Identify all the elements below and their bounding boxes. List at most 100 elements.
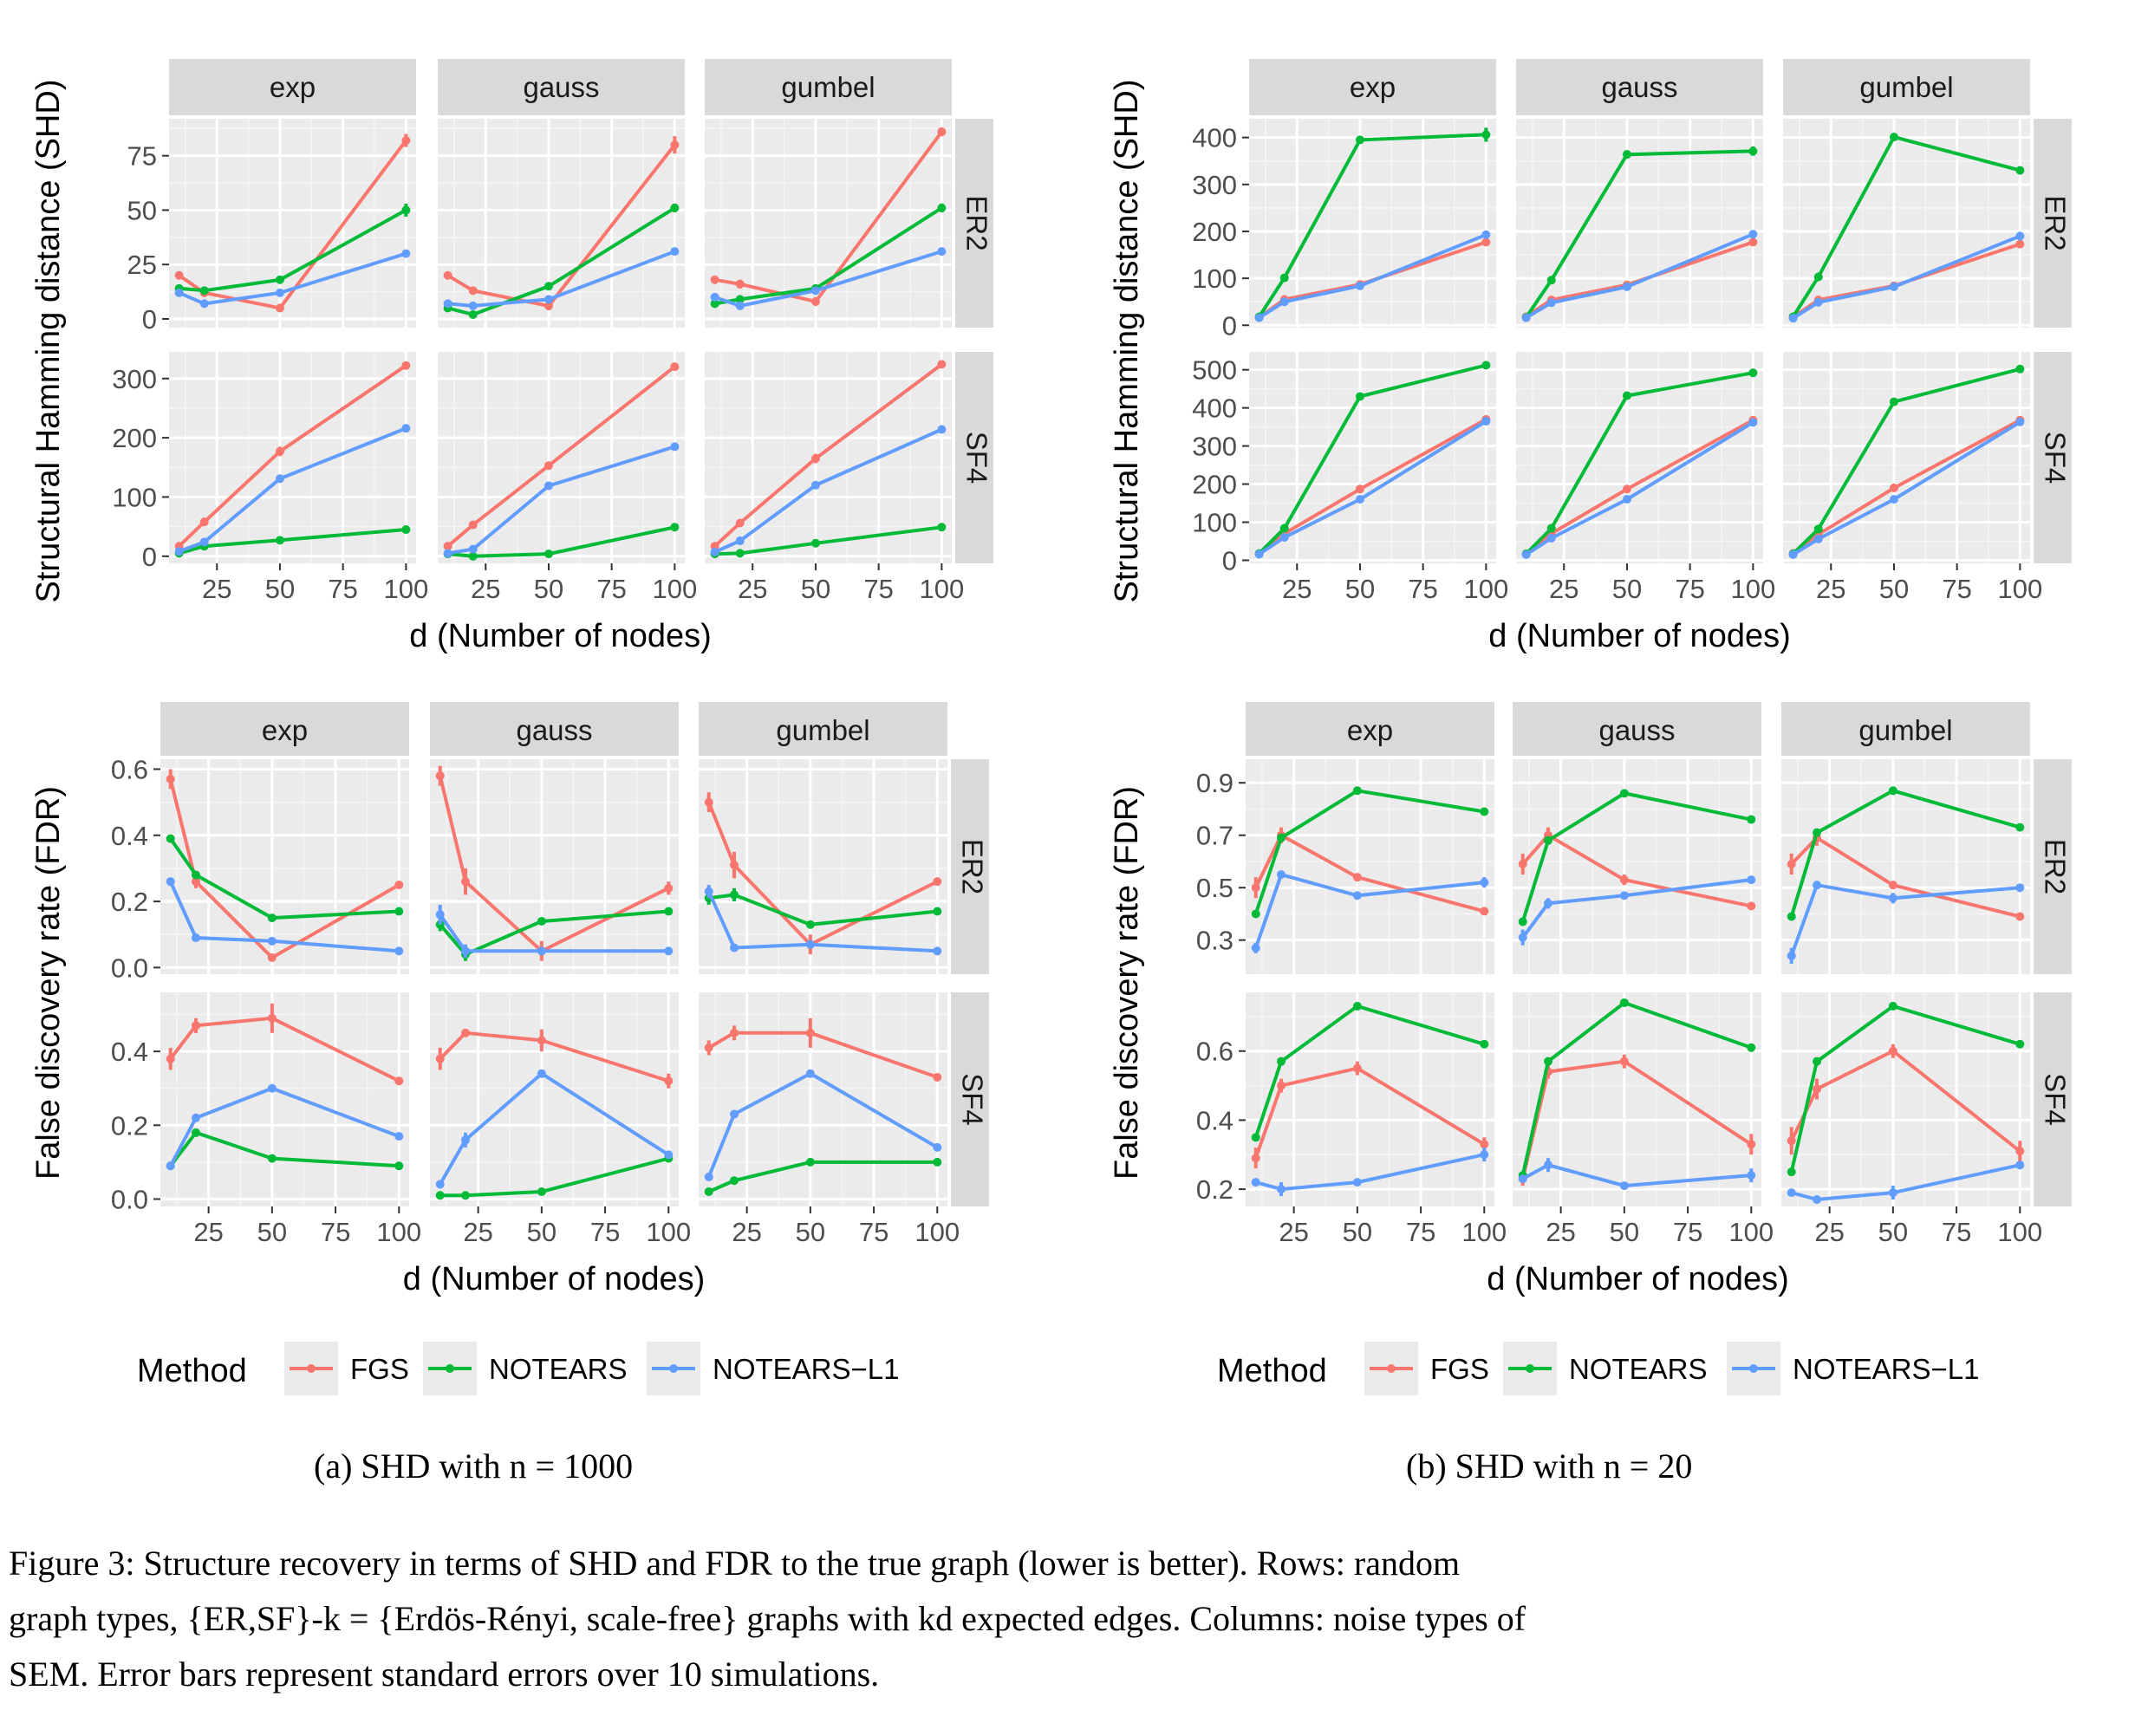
panel-ER2-exp (169, 119, 416, 328)
data-point-fgs (1813, 1084, 1821, 1094)
data-point-notears (1546, 276, 1556, 285)
legend-key-point (307, 1364, 316, 1373)
series-line-notears (1792, 367, 2021, 556)
data-point-notears (730, 890, 739, 900)
data-point-notears-l1 (1889, 495, 1898, 504)
data-point-notears (544, 549, 553, 559)
data-point-notears (1747, 815, 1756, 824)
series-line-notears (1257, 133, 1487, 318)
y-tick-label: 400 (1192, 123, 1237, 153)
data-point-notears-l1 (544, 481, 553, 491)
y-tick-label: 200 (1192, 470, 1237, 500)
data-point-notears (805, 1157, 815, 1167)
data-point-notears (810, 538, 820, 548)
data-point-notears (735, 549, 745, 558)
y-tick-label: 0 (1222, 310, 1237, 341)
series-line-notears-l1 (1525, 420, 1754, 556)
x-tick-label: 75 (859, 1217, 888, 1247)
data-point-notears (401, 205, 411, 215)
panel-background (430, 992, 679, 1206)
data-point-notears-l1 (1622, 495, 1631, 504)
data-point-fgs (933, 877, 942, 887)
data-point-notears-l1 (2015, 1161, 2025, 1170)
facet-label-SF4: SF4 (960, 432, 993, 484)
data-point-fgs (2015, 1147, 2025, 1156)
data-point-notears (2015, 1039, 2025, 1049)
data-point-notears-l1 (805, 1069, 815, 1078)
x-tick-label: 75 (1942, 1217, 1971, 1247)
facet-label-gauss: gauss (523, 71, 599, 103)
series-line-notears (1520, 791, 1752, 923)
series-line-fgs (1258, 418, 1487, 556)
data-point-notears-l1 (267, 1083, 277, 1093)
y-tick-label: 100 (1192, 263, 1237, 294)
series-line-notears (439, 909, 669, 957)
facet-label-SF4: SF4 (956, 1073, 988, 1126)
data-point-notears (805, 920, 815, 929)
data-point-notears (2015, 822, 2025, 832)
y-tick-label: 0.7 (1196, 821, 1233, 851)
series-line-notears (1789, 789, 2021, 918)
data-point-notears-l1 (537, 1069, 546, 1078)
facet-strip-gauss (1513, 702, 1761, 756)
data-point-fgs (1888, 881, 1897, 890)
panel-background (1781, 759, 2030, 974)
series-line-notears-l1 (713, 427, 943, 554)
series-line-notears (1525, 371, 1754, 556)
series-line-notears-l1 (1789, 882, 2021, 957)
data-point-fgs (805, 1028, 815, 1037)
data-point-notears-l1 (810, 286, 820, 296)
data-point-notears (1279, 523, 1289, 533)
data-point-fgs (1480, 1140, 1489, 1149)
y-tick-label: 0.6 (111, 754, 148, 784)
y-tick-label: 0.3 (1196, 926, 1233, 956)
series-line-notears (169, 837, 400, 920)
data-point-notears-l1 (704, 1172, 713, 1181)
data-point-notears (1277, 833, 1286, 842)
legend-key-point (446, 1364, 454, 1373)
data-point-notears-l1 (933, 1142, 942, 1152)
x-tick-label: 75 (1673, 1217, 1702, 1247)
data-point-notears-l1 (1355, 495, 1364, 504)
x-tick-label: 25 (1816, 574, 1845, 604)
data-point-fgs (1622, 484, 1631, 494)
data-point-notears-l1 (1481, 417, 1491, 426)
facet-label-ER2: ER2 (956, 839, 988, 894)
x-axis-title: d (Number of nodes) (409, 618, 712, 654)
data-point-notears-l1 (1521, 549, 1531, 559)
panel-ER2-gumbel (1781, 759, 2030, 974)
x-tick-label: 75 (1942, 574, 1971, 604)
series-line-notears-l1 (178, 251, 407, 306)
data-point-notears (1481, 130, 1491, 140)
data-point-fgs (1355, 484, 1364, 494)
y-tick-label: 300 (1192, 432, 1237, 462)
x-tick-label: 50 (527, 1217, 557, 1247)
y-tick-label: 75 (127, 141, 157, 172)
panel-SF4-gauss: 25 50 75 100 (1516, 352, 1775, 604)
data-point-notears (1813, 272, 1823, 282)
x-tick-label: 50 (1610, 1217, 1639, 1247)
subcaption-a-text: (a) SHD with n = 1000 (314, 1447, 634, 1486)
data-point-fgs (1619, 875, 1629, 885)
data-point-fgs (670, 140, 680, 150)
data-point-notears-l1 (670, 442, 680, 452)
y-tick-label: 0 (142, 304, 157, 335)
data-point-notears (1546, 523, 1556, 533)
x-tick-label: 75 (863, 574, 893, 604)
data-point-notears-l1 (2015, 883, 2025, 893)
data-point-notears-l1 (1546, 533, 1556, 543)
y-tick-label: 0.6 (1196, 1037, 1233, 1067)
series-line-notears-l1 (438, 1071, 670, 1186)
x-tick-label: 25 (1279, 1217, 1308, 1247)
legend-label-fgs: FGS (1430, 1353, 1489, 1385)
data-point-fgs (730, 1028, 739, 1037)
panel-SF4-gauss: 25 50 75 100 (438, 352, 697, 604)
y-axis-title: Structural Hamming distance (SHD) (1109, 80, 1145, 603)
data-point-notears (1544, 1057, 1552, 1066)
series-line-notears-l1 (168, 881, 400, 953)
data-point-notears (1619, 998, 1629, 1007)
series-line-fgs (1790, 835, 2021, 919)
facet-label-gauss: gauss (1598, 714, 1675, 746)
x-tick-label: 100 (1731, 574, 1776, 604)
data-point-notears-l1 (2015, 417, 2025, 426)
